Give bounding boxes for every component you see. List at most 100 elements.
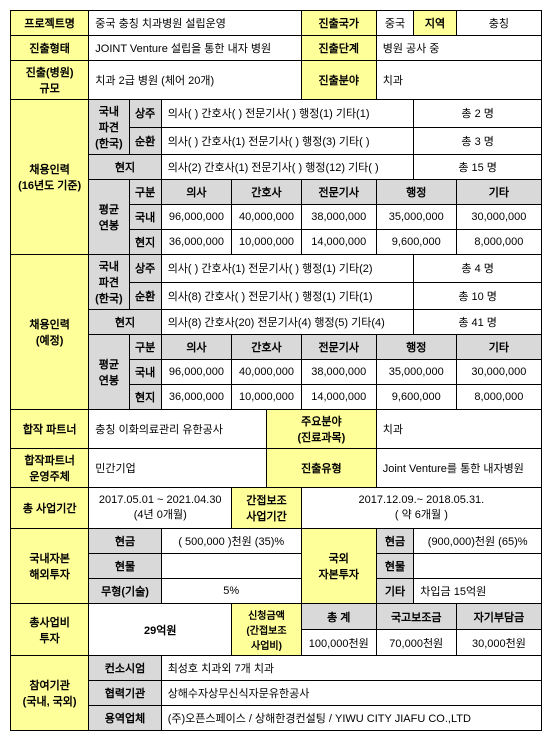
org-consortium-value: 최성호 치과외 7개 치과 <box>161 656 541 681</box>
mainfield-value: 치과 <box>376 410 541 449</box>
hr2-dom-tech: 38,000,000 <box>301 360 376 385</box>
country-value: 중국 <box>376 11 414 36</box>
invest-intangible-label: 무형(기술) <box>89 579 161 604</box>
hr2-loc-nurse: 10,000,000 <box>232 385 302 410</box>
field-label: 진출분야 <box>301 61 376 100</box>
hr2-dom-nurse: 40,000,000 <box>232 360 302 385</box>
hr2-rotation-value: 의사(8) 간호사( ) 전문기사( ) 행정(1) 기타(1) <box>161 282 414 310</box>
hr1-col-etc: 기타 <box>456 180 541 205</box>
hr1-dom-label: 국내 <box>129 205 161 230</box>
hr2-col-tech: 전문기사 <box>301 335 376 360</box>
period-total-label: 총 사업기간 <box>11 488 89 529</box>
field-value: 치과 <box>376 61 541 100</box>
hr2-dom-label: 국내 <box>129 360 161 385</box>
hr2-col-admin: 행정 <box>376 335 456 360</box>
hr1-rotation-label: 순환 <box>129 127 161 155</box>
hr1-local-value: 의사(2) 간호사(1) 전문기사( ) 행정(12) 기타( ) <box>161 155 414 180</box>
hr1-col-div: 구분 <box>129 180 161 205</box>
hr2-dispatch: 국내 파견 (한국) <box>89 255 129 310</box>
hr2-col-div: 구분 <box>129 335 161 360</box>
budget-self-label: 자기부담금 <box>456 604 541 630</box>
hr2-col-nurse: 간호사 <box>232 335 302 360</box>
budget-apply-label: 신청금액 (간접보조 사업비) <box>232 604 302 656</box>
hr1-avg-label: 평균 연봉 <box>89 180 129 255</box>
hr1-col-nurse: 간호사 <box>232 180 302 205</box>
hr2-resident-label: 상주 <box>129 255 161 283</box>
invest-inkind-label: 현물 <box>89 554 161 579</box>
mainfield-label: 주요분야 (진료과목) <box>266 410 376 449</box>
budget-self-value: 30,000천원 <box>456 630 541 656</box>
hr1-loc-tech: 14,000,000 <box>301 230 376 255</box>
period-indirect-label: 간접보조 사업기간 <box>232 488 302 529</box>
project-label: 프로젝트명 <box>11 11 89 36</box>
invest-cash-value: ( 500,000 )천원 (35)% <box>161 529 301 554</box>
hr2-local-label: 현지 <box>89 310 161 335</box>
hr2-local-total: 총 41 명 <box>414 310 542 335</box>
org-vendor-label: 용역업체 <box>89 706 161 731</box>
hr1-dom-etc: 30,000,000 <box>456 205 541 230</box>
hr2-loc-tech: 14,000,000 <box>301 385 376 410</box>
hr2-rotation-label: 순환 <box>129 282 161 310</box>
hr2-local-value: 의사(8) 간호사(20) 전문기사(4) 행정(5) 기타(4) <box>161 310 414 335</box>
hr2-avg-label: 평균 연봉 <box>89 335 129 410</box>
hr1-loc-nurse: 10,000,000 <box>232 230 302 255</box>
budget-gov-label: 국고보조금 <box>376 604 456 630</box>
budget-total-value: 29억원 <box>89 604 232 656</box>
invest-fetc-label: 기타 <box>376 579 414 604</box>
hr1-rotation-total: 총 3 명 <box>414 127 542 155</box>
hr2-loc-label: 현지 <box>129 385 161 410</box>
form-value: JOINT Venture 설립을 통한 내자 병원 <box>89 36 302 61</box>
hr1-loc-admin: 9,600,000 <box>376 230 456 255</box>
hr2-rotation-total: 총 10 명 <box>414 282 542 310</box>
hr1-dom-admin: 35,000,000 <box>376 205 456 230</box>
country-label: 진출국가 <box>301 11 376 36</box>
scale-label: 진출(병원) 규모 <box>11 61 89 100</box>
hr2-dom-doc: 96,000,000 <box>161 360 232 385</box>
hr2-loc-admin: 9,600,000 <box>376 385 456 410</box>
hr2-resident-total: 총 4 명 <box>414 255 542 283</box>
hr1-rotation-value: 의사( ) 간호사(1) 전문기사( ) 행정(3) 기타( ) <box>161 127 414 155</box>
invest-foreign-label: 국외 자본투자 <box>301 529 376 604</box>
invest-cash-label: 현금 <box>89 529 161 554</box>
form-label: 진출형태 <box>11 36 89 61</box>
hr1-dom-doc: 96,000,000 <box>161 205 232 230</box>
operator-label: 합작파트너 운영주체 <box>11 449 89 488</box>
budget-total-label: 총사업비 투자 <box>11 604 89 656</box>
hr1-resident-total: 총 2 명 <box>414 100 542 128</box>
project-value: 중국 충칭 치과병원 설립운영 <box>89 11 302 36</box>
hr1-section: 채용인력 (16년도 기준) <box>11 100 89 255</box>
hr2-section: 채용인력 (예정) <box>11 255 89 410</box>
partner-label: 합작 파트너 <box>11 410 89 449</box>
org-coop-label: 협력기관 <box>89 681 161 706</box>
entrytype-value: Joint Venture를 통한 내자병원 <box>376 449 541 488</box>
invest-finkind-label: 현물 <box>376 554 414 579</box>
hr1-resident-label: 상주 <box>129 100 161 128</box>
invest-domestic-label: 국내자본 해외투자 <box>11 529 89 604</box>
invest-inkind-value <box>161 554 301 579</box>
org-consortium-label: 컨소시엄 <box>89 656 161 681</box>
org-section-label: 참여기관 (국내, 국외) <box>11 656 89 731</box>
hr1-col-tech: 전문기사 <box>301 180 376 205</box>
hr1-loc-doc: 36,000,000 <box>161 230 232 255</box>
hr2-resident-value: 의사( ) 간호사(1) 전문기사( ) 행정(1) 기타(2) <box>161 255 414 283</box>
operator-value: 민간기업 <box>89 449 267 488</box>
hr1-dom-nurse: 40,000,000 <box>232 205 302 230</box>
hr1-loc-label: 현지 <box>129 230 161 255</box>
invest-finkind-value <box>414 554 542 579</box>
partner-value: 충칭 이화의료관리 유한공사 <box>89 410 267 449</box>
region-label: 지역 <box>414 11 457 36</box>
invest-fcash-label: 현금 <box>376 529 414 554</box>
hr1-col-doc: 의사 <box>161 180 232 205</box>
stage-label: 진출단계 <box>301 36 376 61</box>
hr1-dom-tech: 38,000,000 <box>301 205 376 230</box>
hr1-dispatch: 국내 파견 (한국) <box>89 100 129 155</box>
period-total-value: 2017.05.01 ~ 2021.04.30 (4년 0개월) <box>89 488 232 529</box>
hr2-dom-admin: 35,000,000 <box>376 360 456 385</box>
hr2-col-etc: 기타 <box>456 335 541 360</box>
hr1-resident-value: 의사( ) 간호사( ) 전문기사( ) 행정(1) 기타(1) <box>161 100 414 128</box>
budget-sum-label: 총 계 <box>301 604 376 630</box>
hr2-loc-etc: 8,000,000 <box>456 385 541 410</box>
stage-value: 병원 공사 중 <box>376 36 541 61</box>
org-vendor-value: (주)오픈스페이스 / 상해한경컨설팅 / YIWU CITY JIAFU CO… <box>161 706 541 731</box>
hr2-loc-doc: 36,000,000 <box>161 385 232 410</box>
